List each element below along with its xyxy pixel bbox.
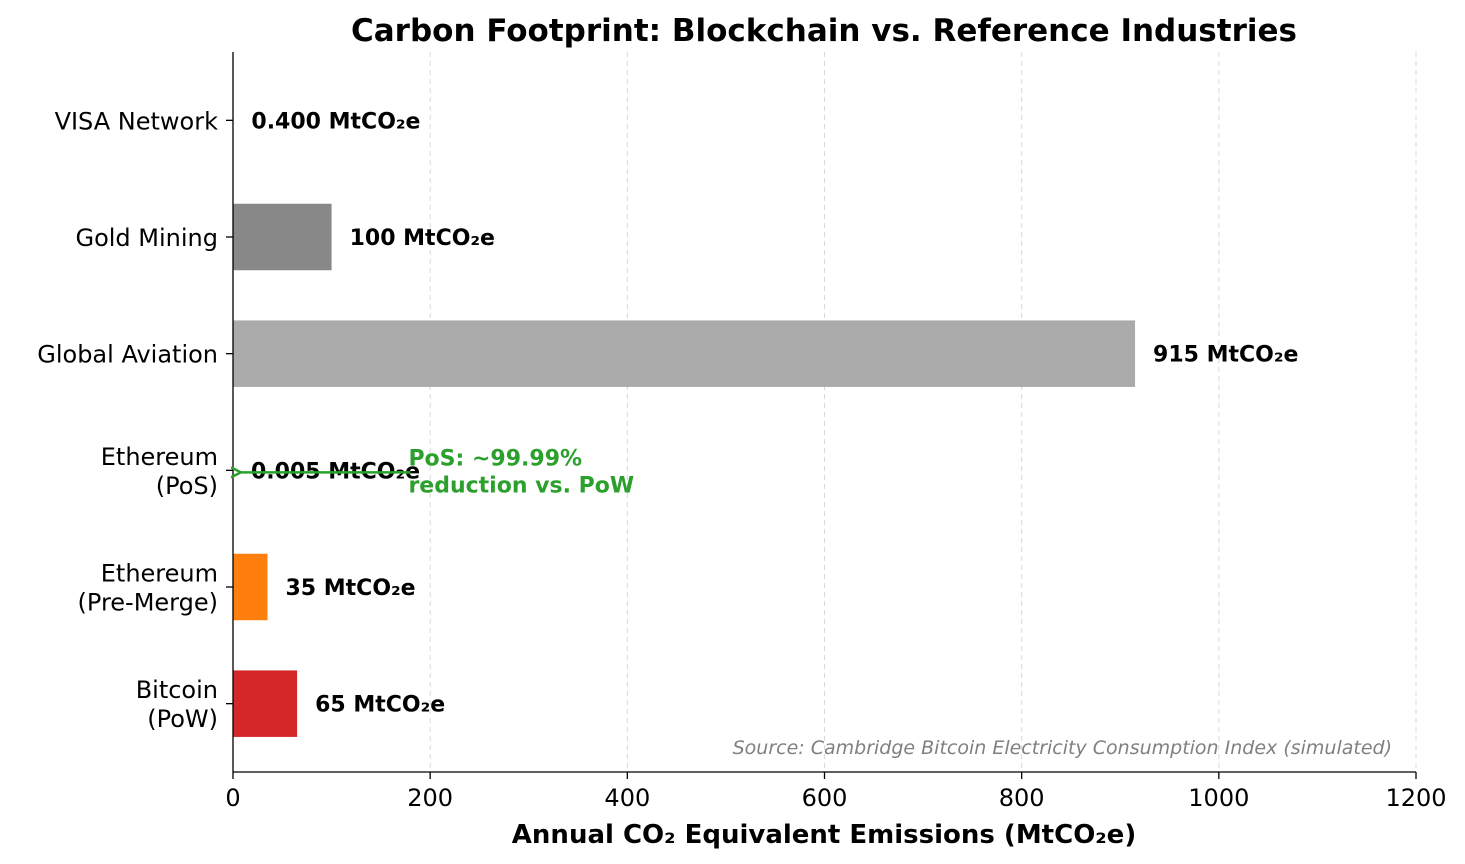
value-label: 915 MtCO₂e [1153,343,1298,368]
y-categories: VISA Network Gold Mining Global Aviation Et… [37,107,233,733]
value-label: 100 MtCO₂e [350,226,495,251]
y-tick-label: VISA Network [55,107,219,135]
chart-title: Carbon Footprint: Blockchain vs. Referen… [351,13,1297,49]
value-label: 65 MtCO₂e [315,693,445,718]
y-tick-label: Bitcoin (PoW) [136,676,218,733]
x-axis-label: Annual CO₂ Equivalent Emissions (MtCO₂e) [512,820,1136,850]
bar [233,320,1136,387]
source-note: Source: Cambridge Bitcoin Electricity Co… [733,737,1392,759]
x-tick-label: 600 [802,784,848,812]
bar [233,553,268,621]
x-tick-label: 200 [407,784,453,812]
x-tick-label: 400 [604,784,650,812]
x-tick-label: 1200 [1385,784,1446,812]
y-tick-label: Global Aviation [37,341,218,369]
bar [233,203,332,271]
value-label: 35 MtCO₂e [286,576,416,601]
grid-lines [429,52,1417,772]
y-tick-label: Gold Mining [75,224,218,252]
annotation-text: PoS: ~99.99% reduction vs. PoW [408,446,634,498]
annotation: PoS: ~99.99% reduction vs. PoW [241,446,634,498]
x-tick-label: 800 [999,784,1045,812]
y-tick-label: Ethereum (Pre-Merge) [78,560,218,617]
y-tick-label: Ethereum (PoS) [101,443,218,500]
x-ticks: 0 200 400 600 800 1000 1200 [225,772,1447,812]
x-tick-label: 0 [225,784,240,812]
value-label: 0.400 MtCO₂e [251,109,420,134]
bars [233,87,1136,737]
bar [233,670,298,737]
x-tick-label: 1000 [1188,784,1249,812]
